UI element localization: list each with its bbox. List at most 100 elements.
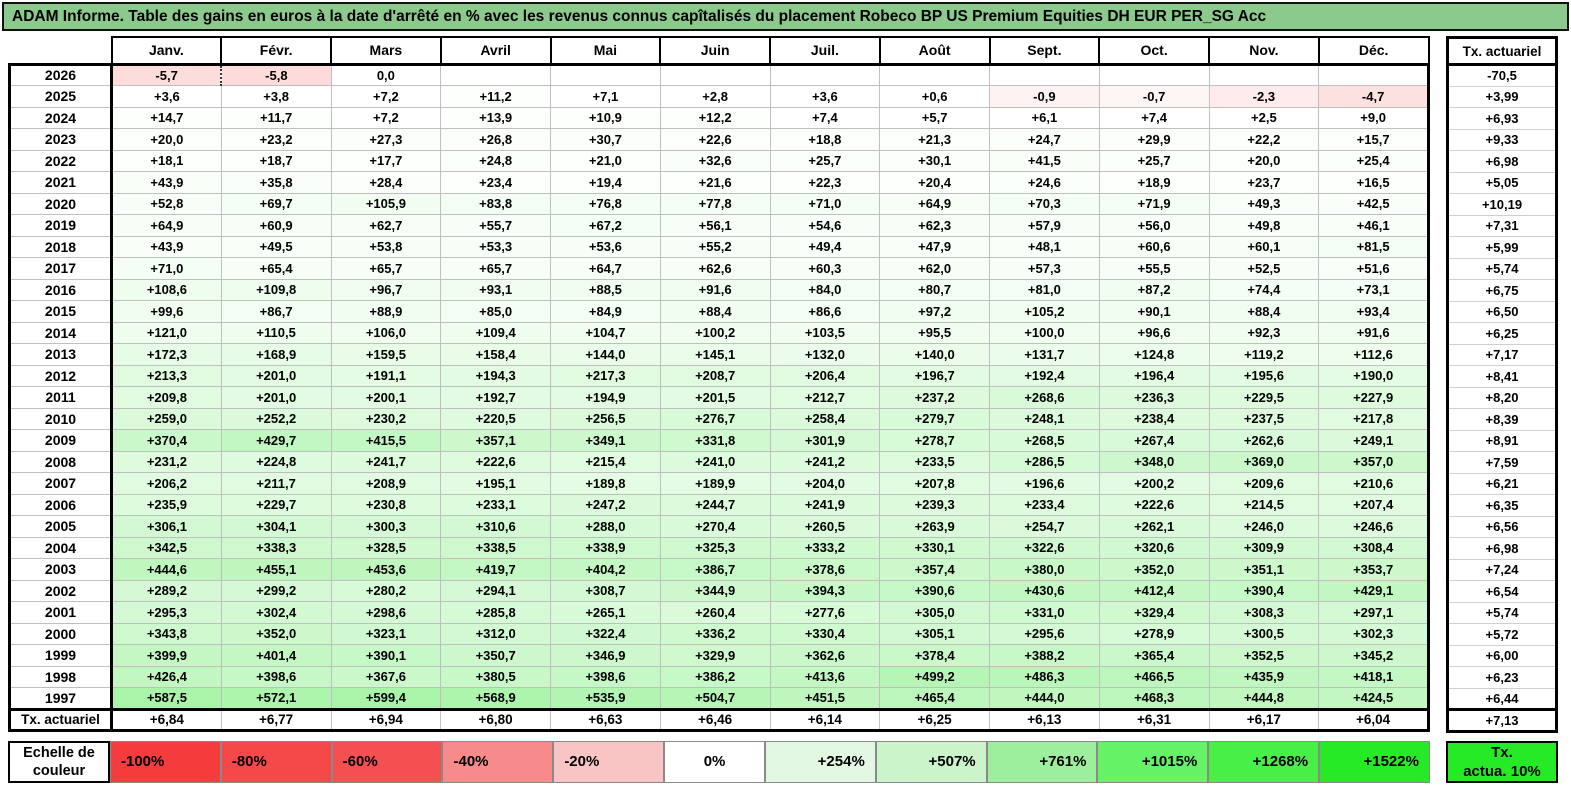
gain-cell: +322,6: [989, 536, 1100, 559]
gain-cell: +241,0: [659, 450, 771, 473]
gain-cell: +96,7: [330, 278, 442, 301]
year-row: 2005 +306,1 +304,1 +300,3 +310,6 +288,0 +270,4…: [8, 515, 1430, 538]
tx-actuariel-column: Tx. actuariel -70,5 +3,99 +6,93 +9,33 +6,98 +…: [1446, 36, 1558, 733]
gain-cell: +22,6: [659, 128, 771, 151]
gain-cell: +62,0: [879, 257, 990, 280]
legend-stop: -100%: [110, 740, 221, 783]
gain-cell: +200,2: [1098, 472, 1210, 495]
gain-cell: +380,5: [440, 665, 551, 688]
year-row: 2004 +342,5 +338,3 +328,5 +338,5 +338,9 +325,3…: [8, 536, 1430, 559]
tx-value: +8,39: [1447, 408, 1557, 430]
gain-cell: +53,6: [550, 235, 661, 258]
gain-cell: +398,6: [220, 665, 332, 688]
gain-cell: +20,0: [1208, 149, 1320, 172]
gain-cell: +305,1: [879, 622, 990, 645]
gain-cell: +229,5: [1208, 386, 1320, 409]
year-label: 2007: [8, 472, 113, 495]
gain-cell: +13,9: [440, 106, 551, 129]
gain-cell: +52,8: [111, 192, 222, 215]
gain-cell: +254,7: [989, 515, 1100, 538]
tx-value: +5,74: [1447, 601, 1557, 624]
gain-cell: +380,0: [989, 558, 1100, 581]
tx-actuariel-value: +6,46: [659, 707, 771, 732]
tx-value: +5,74: [1447, 257, 1557, 280]
tx-actuariel-value: +6,77: [220, 707, 332, 732]
gain-cell: +24,6: [989, 171, 1100, 194]
gain-cell: +207,4: [1318, 493, 1430, 516]
gain-cell: +5,7: [879, 106, 990, 129]
tx-footer-row: +7,13: [1447, 708, 1557, 731]
gain-cell: +14,7: [111, 106, 222, 129]
year-row: 2020 +52,8 +69,7 +105,9 +83,8 +76,8 +77,8 +71,0…: [8, 192, 1430, 215]
gain-cell: [550, 62, 661, 86]
month-header-row: Janv. Févr. Mars Avril Mai Juin Juil. Août Sept.…: [10, 36, 1430, 65]
gain-cell: +84,9: [550, 300, 661, 323]
gain-cell: +85,0: [440, 300, 551, 323]
color-scale-legend: Echelle de couleur -100% -80% -60% -40% -20%…: [8, 740, 1571, 783]
tx-row: +6,75: [1447, 279, 1557, 301]
gain-cell: +200,1: [330, 386, 442, 409]
tx-value: +6,35: [1447, 494, 1557, 516]
tx-row: +6,23: [1447, 666, 1557, 688]
gain-cell: +342,5: [111, 536, 222, 559]
gain-cell: +55,5: [1098, 257, 1210, 280]
gain-cell: +247,2: [550, 493, 661, 516]
year-row: 2023 +20,0 +23,2 +27,3 +26,8 +30,7 +22,6 +18,8 +…: [8, 128, 1430, 151]
tx-actuariel-value: +6,17: [1208, 707, 1320, 732]
gain-cell: +112,6: [1318, 343, 1430, 366]
gain-cell: +451,5: [769, 687, 881, 710]
gain-cell: +64,7: [550, 257, 661, 280]
gain-cell: +209,8: [111, 386, 222, 409]
gain-cell: +308,7: [550, 579, 661, 602]
gain-cell: +241,2: [769, 450, 881, 473]
tx-row: +9,33: [1447, 128, 1557, 151]
gain-cell: +93,1: [440, 278, 551, 301]
gain-cell: +124,8: [1098, 343, 1210, 366]
gain-cell: +267,4: [1098, 429, 1210, 452]
gain-cell: +195,1: [440, 472, 551, 495]
month-header: Nov.: [1208, 36, 1320, 65]
year-label: 2026: [8, 62, 113, 86]
gain-cell: +265,1: [550, 601, 661, 624]
year-row: 1998 +426,4 +398,6 +367,6 +380,5 +398,6 +386,2…: [8, 665, 1430, 688]
gain-cell: +262,1: [1098, 515, 1210, 538]
gain-cell: [659, 62, 771, 86]
gain-cell: +568,9: [440, 687, 551, 710]
gain-cell: +7,2: [330, 106, 442, 129]
gain-cell: +386,7: [659, 558, 771, 581]
year-label: 2005: [8, 515, 113, 538]
tx-value: +6,50: [1447, 300, 1557, 323]
gain-cell: +413,6: [769, 665, 881, 688]
tx-value: +6,93: [1447, 107, 1557, 129]
gain-cell: +295,3: [111, 601, 222, 624]
year-row: 2006 +235,9 +229,7 +230,8 +233,1 +247,2 +244,7…: [8, 493, 1430, 516]
gain-cell: +352,5: [1208, 644, 1320, 667]
tx-row: +7,31: [1447, 214, 1557, 237]
gain-cell: +57,9: [989, 214, 1100, 237]
gain-cell: +7,2: [330, 85, 442, 108]
gain-cell: +304,1: [220, 515, 332, 538]
gain-cell: +204,0: [769, 472, 881, 495]
tx-row: +8,39: [1447, 408, 1557, 430]
gain-cell: +429,1: [1318, 579, 1430, 602]
gain-cell: +486,3: [989, 665, 1100, 688]
gain-cell: +105,9: [330, 192, 442, 215]
year-label: 2023: [8, 128, 113, 151]
gain-cell: +390,1: [330, 644, 442, 667]
gain-cell: +91,6: [659, 278, 771, 301]
month-header: Sept.: [988, 36, 1101, 65]
gain-cell: +41,5: [989, 149, 1100, 172]
year-label: 2004: [8, 536, 113, 559]
month-header: Août: [878, 36, 991, 65]
gain-cell: +55,7: [440, 214, 551, 237]
gain-cell: +320,6: [1098, 536, 1210, 559]
tx-value: +6,75: [1447, 279, 1557, 301]
tx-value: +7,24: [1447, 558, 1557, 581]
tx-actuariel-value: +6,94: [330, 707, 442, 732]
gain-cell: +32,6: [659, 149, 771, 172]
tx-row: +8,41: [1447, 365, 1557, 387]
year-label: 2009: [8, 429, 113, 452]
gain-cell: +258,4: [769, 407, 881, 430]
gain-cell: +236,3: [1098, 386, 1210, 409]
